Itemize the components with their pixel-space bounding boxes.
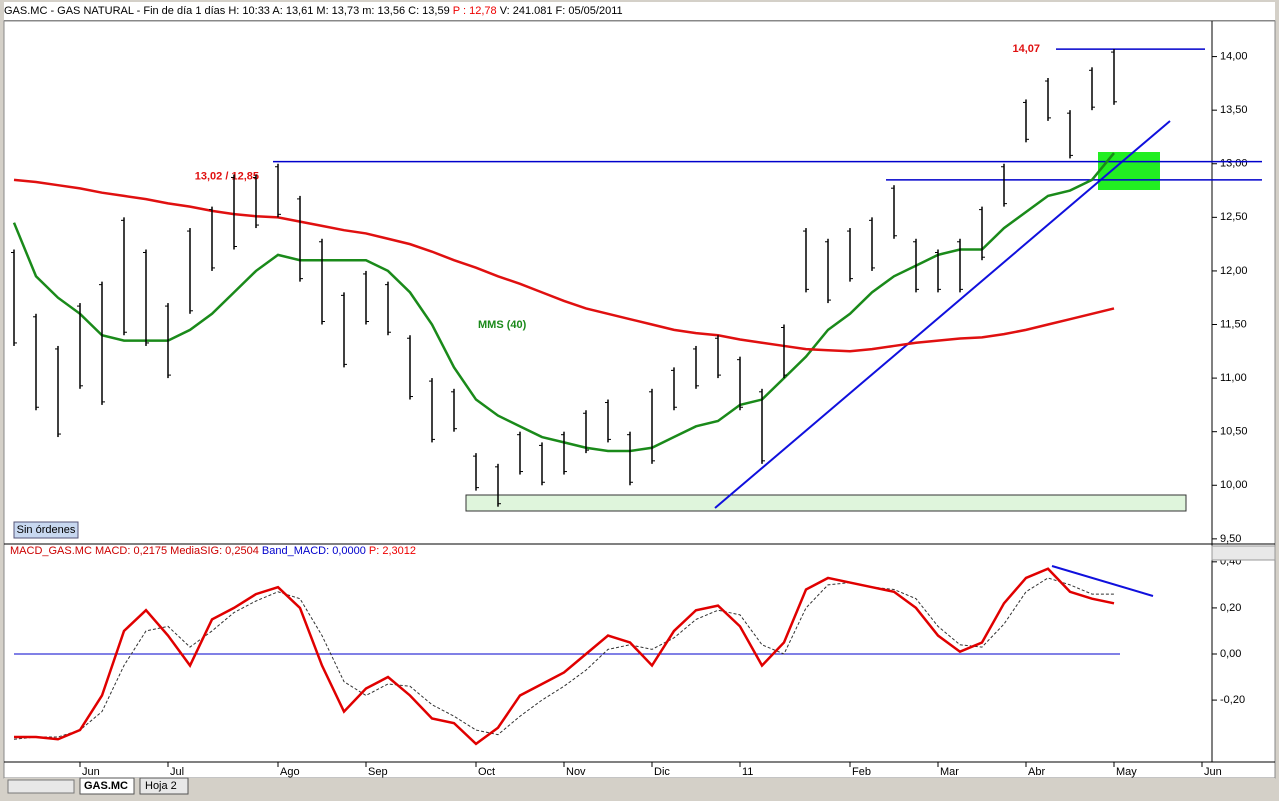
- level-label: 14,07: [1012, 43, 1040, 55]
- y-tick-label: 0,00: [1220, 648, 1241, 660]
- y-tick-label: 13,50: [1220, 104, 1248, 116]
- x-tick-label: Mar: [940, 766, 959, 778]
- x-tick-label: Feb: [852, 766, 871, 778]
- x-tick-label: Dic: [654, 766, 670, 778]
- y-tick-label: 14,00: [1220, 50, 1248, 62]
- header-text: MACD_GAS.MC MACD: 0,2175 MediaSIG: 0,250…: [10, 545, 259, 557]
- header-text: P: 2,3012: [369, 545, 416, 557]
- y-tick-label: 12,00: [1220, 265, 1248, 277]
- header: GAS.MC - GAS NATURAL - Fin de día 1 días…: [4, 2, 1275, 21]
- y-tick-label: 11,00: [1220, 372, 1247, 384]
- header-text: GAS.MC - GAS NATURAL - Fin de día 1 días…: [4, 5, 450, 17]
- x-tick-label: Ago: [280, 766, 300, 778]
- x-tick-label: May: [1116, 766, 1137, 778]
- series-label: MMS (40): [478, 319, 527, 331]
- y-tick-label: 12,50: [1220, 211, 1248, 223]
- tab[interactable]: [79, 777, 135, 795]
- x-tick-label: Jul: [170, 766, 184, 778]
- x-tick-label: Sep: [368, 766, 388, 778]
- tab-nav[interactable]: [7, 779, 75, 794]
- y-tick-label: 10,50: [1220, 426, 1248, 438]
- y-tick-label: 13,00: [1220, 158, 1248, 170]
- x-tick-label: Jun: [82, 766, 100, 778]
- macd-header: MACD_GAS.MC MACD: 0,2175 MediaSIG: 0,250…: [10, 545, 416, 557]
- tab[interactable]: [139, 777, 189, 795]
- header-text: P : 12,78: [452, 5, 497, 17]
- trend-line: [1051, 565, 1154, 597]
- frame: [3, 20, 1276, 779]
- scroll-control[interactable]: [1211, 545, 1276, 561]
- support-zone: [465, 494, 1187, 512]
- x-tick-label: Oct: [478, 766, 495, 778]
- x-tick-label: Jun: [1204, 766, 1222, 778]
- level-label: 13,02 / 12,85: [195, 171, 259, 183]
- x-tick-label: Abr: [1028, 766, 1045, 778]
- header-text: V: 241.081 F: 05/05/2011: [499, 5, 623, 17]
- x-tick-label: Nov: [566, 766, 586, 778]
- button-label[interactable]: Sin órdenes: [17, 524, 76, 536]
- y-tick-label: 0,20: [1220, 602, 1241, 614]
- button[interactable]: [13, 521, 79, 539]
- x-tick-label: 11: [742, 766, 753, 778]
- trend-line: [714, 120, 1171, 509]
- line-series: [14, 567, 1115, 746]
- tab-label[interactable]: GAS.MC: [84, 780, 128, 792]
- tab-bar: [4, 778, 1275, 796]
- breakout-zone: [1098, 152, 1160, 190]
- tab-label[interactable]: Hoja 2: [145, 780, 177, 792]
- y-tick-label: 11,50: [1220, 318, 1247, 330]
- y-tick-label: -0,20: [1220, 694, 1245, 706]
- header-text: Band_MACD: 0,0000: [262, 545, 366, 557]
- y-tick-label: 9,50: [1220, 533, 1241, 545]
- line-series: [13, 178, 1115, 353]
- y-tick-label: 10,00: [1220, 479, 1248, 491]
